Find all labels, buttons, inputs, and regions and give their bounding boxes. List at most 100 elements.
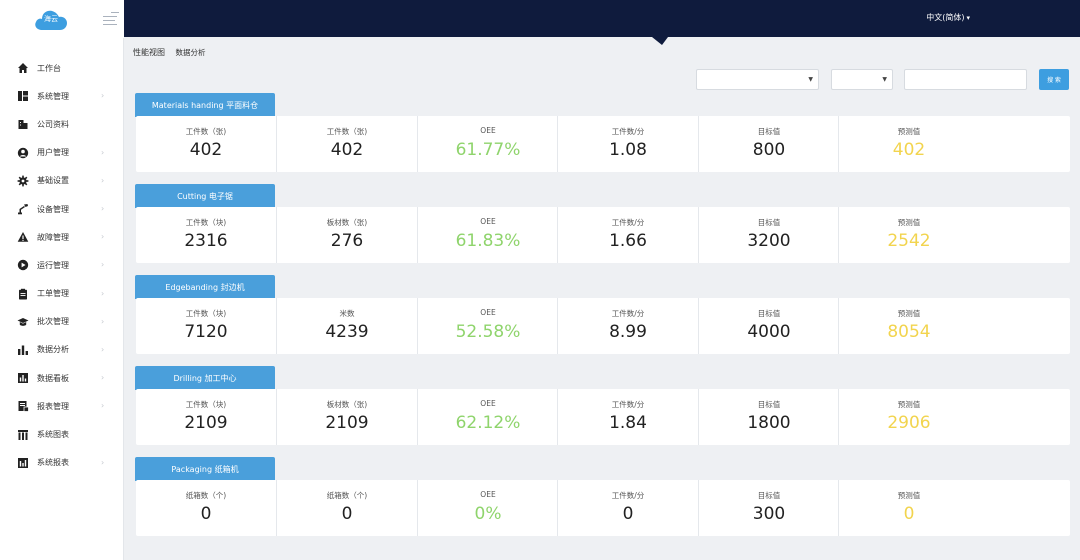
sidebar-item-14[interactable]: 系统报表 › [0, 449, 124, 477]
section-title-tab[interactable]: Drilling 加工中心 [135, 366, 275, 390]
sidebar-item-12[interactable]: 报表管理 › [0, 392, 124, 420]
metric-label: 目标值 [757, 491, 781, 500]
filter-select-primary[interactable]: ▼ [696, 69, 819, 90]
sidebar-item-label: 故障管理 [37, 232, 69, 242]
metric-label: 纸箱数（个) [185, 491, 227, 500]
top-bar: 中文(简体) ▾ [124, 0, 1080, 37]
metric-cell: 工件数/分 0 [557, 480, 697, 536]
play-icon [17, 259, 29, 271]
oee-value: 61.77% [455, 140, 521, 160]
metrics-card: 工件数（张) 402 工件数（张) 402 OEE 61.77% 工件数/分 1.08 目标值 8… [136, 116, 1070, 172]
chevron-right-icon: › [101, 373, 105, 383]
metric-cell: 预测值 402 [838, 116, 978, 172]
metric-value: 1800 [747, 413, 791, 433]
graduation-icon [17, 316, 29, 328]
sidebar-item-label: 系统管理 [37, 91, 69, 101]
metric-cell: 工件数（块) 7120 [136, 298, 276, 354]
chevron-right-icon: › [101, 175, 105, 185]
menu-collapse-icon[interactable] [103, 12, 119, 26]
metric-label: 工件数（块) [185, 309, 227, 318]
sidebar-item-label: 数据看板 [37, 373, 69, 383]
metric-value: 402 [330, 140, 364, 160]
sidebar-item-label: 系统图表 [37, 430, 69, 440]
metric-value: 1.08 [609, 140, 647, 160]
metric-cell: 纸箱数（个) 0 [136, 480, 276, 536]
dashboard-icon [17, 372, 29, 384]
oee-value: 0% [474, 504, 502, 524]
metric-cell: 预测值 8054 [838, 298, 978, 354]
sidebar-item-7[interactable]: 运行管理 › [0, 251, 124, 279]
metric-cell: OEE 61.77% [417, 116, 557, 172]
sidebar-item-5[interactable]: 设备管理 › [0, 195, 124, 223]
report-icon [17, 400, 29, 413]
metric-label: 工件数/分 [611, 400, 645, 409]
chevron-right-icon: › [101, 91, 105, 101]
chevron-right-icon: › [101, 203, 105, 213]
metric-value: 8.99 [609, 322, 647, 342]
columns-icon [17, 429, 29, 441]
section-title-tab[interactable]: Cutting 电子锯 [135, 184, 275, 208]
section-title-tab[interactable]: Edgebanding 封边机 [135, 275, 275, 299]
warning-icon [17, 231, 29, 243]
user-icon [17, 147, 29, 159]
sidebar-item-11[interactable]: 数据看板 › [0, 364, 124, 392]
chevron-right-icon: › [101, 457, 105, 467]
search-button[interactable]: 搜 索 [1039, 69, 1069, 90]
metric-label: OEE [480, 490, 496, 499]
filter-select-secondary[interactable]: ▼ [831, 69, 893, 90]
metric-cell: 工件数/分 1.66 [557, 207, 697, 263]
metric-value: 300 [752, 504, 786, 524]
section-title-tab[interactable]: Packaging 纸箱机 [135, 457, 275, 481]
metric-cell: 工件数（张) 402 [136, 116, 276, 172]
metric-label: 板材数（张) [326, 218, 368, 227]
sidebar-item-3[interactable]: 用户管理 › [0, 139, 124, 167]
metric-cell: OEE 52.58% [417, 298, 557, 354]
sidebar-item-13[interactable]: 系统图表 [0, 420, 124, 448]
sidebar-item-label: 用户管理 [37, 148, 69, 158]
metric-label: 工件数（块) [185, 400, 227, 409]
sidebar-item-8[interactable]: 工单管理 › [0, 280, 124, 308]
robot-arm-icon [17, 203, 29, 215]
sidebar-item-10[interactable]: 数据分析 › [0, 336, 124, 364]
chevron-right-icon: › [101, 316, 105, 326]
building-icon [17, 118, 29, 130]
sidebar-item-9[interactable]: 批次管理 › [0, 308, 124, 336]
metric-label: 目标值 [757, 400, 781, 409]
sidebar-nav: 工作台 系统管理 › 公司资料 用户管理 › 基础设置 › 设备管理 › 故障管理 › 运行管理 › 工单管… [0, 54, 124, 477]
metric-cell: 工件数（块) 2109 [136, 389, 276, 445]
sidebar-item-6[interactable]: 故障管理 › [0, 223, 124, 251]
sidebar-item-label: 批次管理 [37, 317, 69, 327]
sidebar-item-label: 工作台 [37, 63, 61, 73]
metric-cell: 目标值 300 [698, 480, 838, 536]
metric-cell: 预测值 2542 [838, 207, 978, 263]
section-title-tab[interactable]: Materials handing 平面料仓 [135, 93, 275, 117]
forecast-value: 402 [892, 140, 926, 160]
forecast-value: 8054 [887, 322, 931, 342]
chevron-down-icon: ▾ [966, 14, 970, 22]
metric-cell: 纸箱数（个) 0 [276, 480, 416, 536]
sidebar-item-1[interactable]: 系统管理 › [0, 82, 124, 110]
sidebar-item-label: 公司资料 [37, 119, 69, 129]
metric-value: 800 [752, 140, 786, 160]
logo-text: 海云 [44, 15, 58, 23]
sidebar-item-4[interactable]: 基础设置 › [0, 167, 124, 195]
breadcrumb-item-analysis[interactable]: 数据分析 [175, 48, 206, 57]
metrics-card: 工件数（块) 2109 板材数（张) 2109 OEE 62.12% 工件数/分 1.84 目标… [136, 389, 1070, 445]
metrics-card: 工件数（块) 7120 米数 4239 OEE 52.58% 工件数/分 8.99 目标值 400… [136, 298, 1070, 354]
metric-label: 预测值 [897, 309, 921, 318]
sidebar-item-2[interactable]: 公司资料 [0, 110, 124, 138]
chevron-down-icon: ▼ [882, 76, 887, 83]
oee-value: 52.58% [455, 322, 521, 342]
sidebar-item-0[interactable]: 工作台 [0, 54, 124, 82]
language-label: 中文(简体) [926, 13, 965, 22]
metrics-card: 纸箱数（个) 0 纸箱数（个) 0 OEE 0% 工件数/分 0 目标值 300 预测值 0 [136, 480, 1070, 536]
home-icon [17, 62, 29, 74]
metric-cell: 工件数（张) 402 [276, 116, 416, 172]
metric-value: 2109 [184, 413, 228, 433]
metric-cell: 板材数（张) 2109 [276, 389, 416, 445]
language-switcher[interactable]: 中文(简体) ▾ [926, 12, 970, 23]
metric-value: 0 [200, 504, 212, 524]
search-input[interactable] [904, 69, 1027, 90]
breadcrumb-item-performance[interactable]: 性能视图 [133, 48, 165, 57]
forecast-value: 0 [903, 504, 915, 524]
